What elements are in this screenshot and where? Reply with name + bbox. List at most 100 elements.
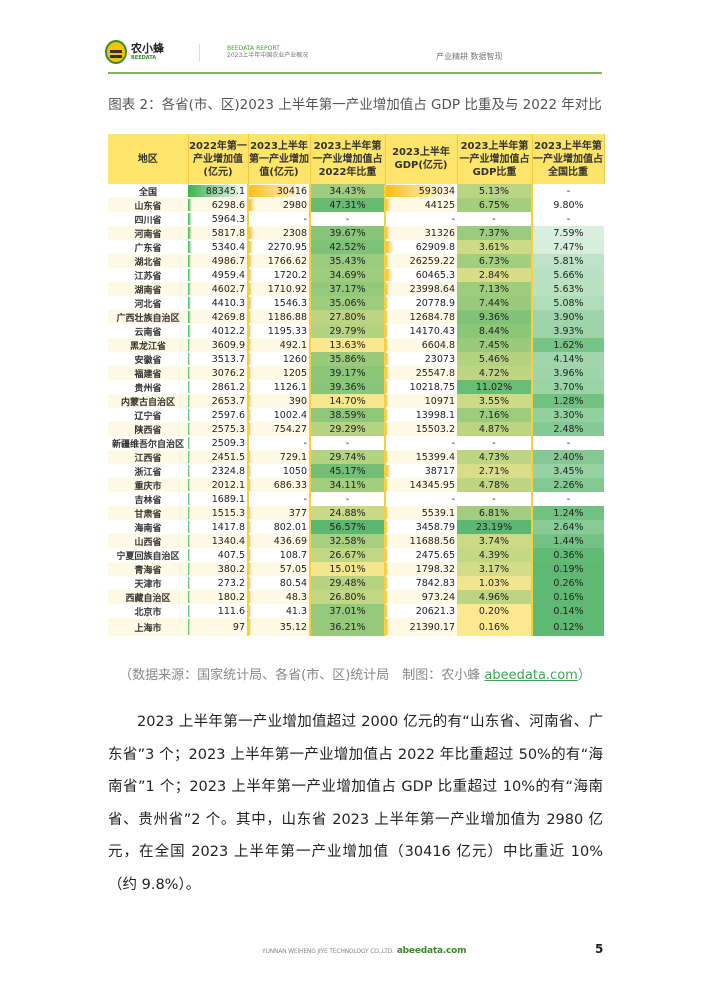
data-bar	[188, 465, 190, 477]
source-link[interactable]: abeedata.com	[484, 668, 578, 683]
cell-text: 4.78%	[478, 479, 510, 491]
data-bar	[249, 423, 251, 435]
data-bar	[386, 521, 389, 533]
value-cell: 2509.3	[188, 436, 249, 450]
data-table: 地区 2022年第一产业增加值(亿元) 2023上半年第一产业增加值(亿元) 2023…	[108, 134, 605, 636]
cell-text: -	[451, 213, 455, 225]
data-bar	[386, 353, 389, 365]
table-row: 四川省 5964.3 - - - - -	[108, 212, 604, 226]
cell-text: 1002.4	[273, 409, 307, 421]
value-cell: 1.44%	[532, 534, 604, 548]
value-cell: 3609.9	[188, 338, 249, 352]
cell-text: 4410.3	[211, 297, 245, 309]
table-row: 新疆维吾尔自治区 2509.3 - - - - -	[108, 436, 604, 450]
value-cell: 14.70%	[310, 394, 386, 408]
value-cell: 3.74%	[457, 534, 533, 548]
value-cell: 35.86%	[310, 352, 386, 366]
table-row: 甘肃省 1515.3 377 24.88% 5539.1 6.81% 1.24%	[108, 506, 604, 520]
data-bar	[386, 409, 389, 421]
value-cell: 56.57%	[310, 520, 386, 534]
cell-text: 新疆维吾尔自治区	[111, 439, 184, 450]
value-cell: 1417.8	[188, 520, 249, 534]
cell-text: 0.36%	[553, 549, 584, 561]
body-paragraph: 2023 上半年第一产业增加值超过 2000 亿元的有“山东省、河南省、广东省”…	[108, 714, 603, 893]
column-header: 2023上半年第一产业增加值(亿元)	[248, 134, 311, 184]
report-title: BEEDATA REPORT	[227, 45, 280, 52]
cell-text: 1720.2	[273, 269, 307, 281]
table-row: 陕西省 2575.3 754.27 29.29% 15503.2 4.87% 2.48%	[108, 422, 604, 436]
value-cell: 1260	[248, 352, 311, 366]
cell-text: 4012.2	[211, 325, 245, 337]
region-cell: 江西省	[108, 450, 188, 464]
value-cell: 13.63%	[310, 338, 386, 352]
cell-text: 2.40%	[553, 451, 584, 463]
value-cell: 3.90%	[532, 310, 604, 324]
cell-text: 20621.3	[415, 605, 455, 617]
cell-text: -	[345, 213, 350, 225]
value-cell: 15399.4	[385, 450, 457, 464]
table-row: 吉林省 1689.1 - - - - -	[108, 492, 604, 506]
value-cell: 3.45%	[532, 464, 604, 478]
table-row: 湖南省 4602.7 1710.92 37.17% 23998.64 7.13% 5.63%	[108, 282, 604, 296]
value-cell: 5.08%	[532, 296, 604, 310]
cell-text: 吉林省	[134, 495, 162, 506]
cell-text: 37.01%	[329, 605, 366, 617]
cell-text: -	[492, 437, 496, 449]
value-cell: 4.39%	[457, 548, 533, 562]
data-bar	[386, 367, 390, 379]
cell-text: 四川省	[134, 215, 162, 226]
cell-text: 80.54	[279, 577, 307, 589]
value-cell: 4602.7	[188, 282, 249, 296]
cell-text: 9.80%	[553, 199, 584, 211]
cell-text: 1515.3	[211, 507, 245, 519]
region-cell: 浙江省	[108, 464, 188, 478]
value-cell: 4012.2	[188, 324, 249, 338]
value-cell: 39.67%	[310, 226, 386, 240]
data-bar	[188, 199, 193, 211]
region-cell: 湖南省	[108, 282, 188, 296]
cell-text: 41.3	[285, 605, 307, 617]
region-cell: 内蒙古自治区	[108, 394, 188, 408]
cell-text: 111.6	[217, 605, 245, 617]
region-cell: 山西省	[108, 534, 188, 548]
value-cell: 0.12%	[532, 618, 604, 636]
data-bar	[249, 269, 253, 281]
data-bar	[386, 619, 389, 635]
value-cell: 23073	[385, 352, 457, 366]
value-cell: 62909.8	[385, 240, 457, 254]
value-cell: 7.47%	[532, 240, 604, 254]
value-cell: 4959.4	[188, 268, 249, 282]
data-bar	[249, 255, 253, 267]
cell-text: 西藏自治区	[125, 593, 171, 604]
cell-text: 江苏省	[134, 271, 162, 282]
cell-text: 1340.4	[211, 535, 245, 547]
cell-text: 6.75%	[478, 199, 510, 211]
cell-text: 2012.1	[211, 479, 245, 491]
cell-text: -	[566, 185, 571, 197]
slogan: 产业精耕 数据智现	[436, 52, 503, 61]
region-cell: 江苏省	[108, 268, 188, 282]
data-bar	[188, 493, 190, 505]
region-cell: 新疆维吾尔自治区	[108, 436, 188, 450]
value-cell: 1002.4	[248, 408, 311, 422]
data-bar	[188, 577, 190, 589]
table-row: 江苏省 4959.4 1720.2 34.69% 60465.3 2.84% 5.66%	[108, 268, 604, 282]
data-bar	[249, 297, 253, 309]
cell-text: 3.17%	[478, 563, 510, 575]
value-cell: -	[385, 492, 457, 506]
data-bar	[188, 507, 190, 519]
cell-text: 377	[288, 507, 307, 519]
value-cell: 1.03%	[457, 576, 533, 590]
value-cell: 5.81%	[532, 254, 604, 268]
value-cell: 2324.8	[188, 464, 249, 478]
cell-text: 754.27	[273, 423, 307, 435]
table-row: 湖北省 4986.7 1766.62 35.43% 26259.22 6.73% 5.81%	[108, 254, 604, 268]
data-bar	[249, 339, 251, 351]
value-cell: 80.54	[248, 576, 311, 590]
data-bar	[188, 213, 192, 225]
data-bar	[188, 521, 190, 533]
data-bar	[188, 353, 191, 365]
cell-text: 12684.78	[409, 311, 455, 323]
footer-site[interactable]: abeedata.com	[396, 946, 467, 956]
value-cell: 2.64%	[532, 520, 604, 534]
